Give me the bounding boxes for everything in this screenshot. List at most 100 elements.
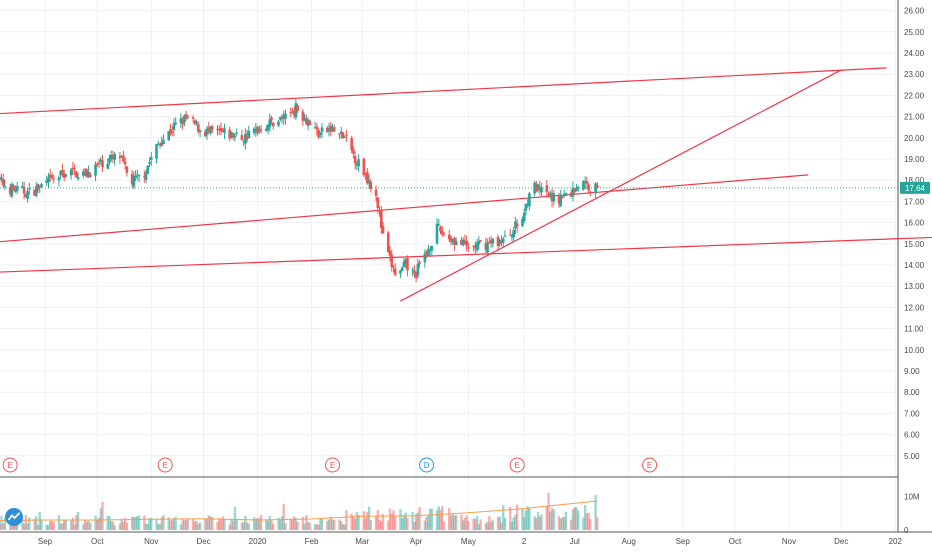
- volume-bar: [162, 515, 165, 530]
- earnings-marker[interactable]: E: [642, 457, 658, 473]
- time-axis[interactable]: AugSepOctNovDec2020FebMarAprMay2JulAugSe…: [0, 537, 903, 546]
- candle: [355, 160, 359, 170]
- tradingview-logo[interactable]: [5, 508, 23, 526]
- volume-bar: [83, 519, 87, 530]
- candle-body: [327, 128, 331, 131]
- candle: [477, 236, 481, 250]
- volume-bar: [38, 511, 41, 530]
- volume-bar: [411, 511, 414, 530]
- price-axis[interactable]: 26.00 25.00 24.00 23.00 22.00 21.00 20.00 19.00…: [904, 7, 925, 461]
- candle-body: [136, 174, 139, 176]
- candle-body: [167, 131, 171, 140]
- candle-body: [108, 158, 111, 163]
- earnings-marker[interactable]: E: [509, 457, 525, 473]
- volume-bar: [376, 510, 379, 530]
- candle: [108, 154, 111, 166]
- candle-body: [219, 127, 223, 131]
- candle-body: [552, 193, 556, 202]
- candle: [71, 161, 75, 175]
- candle: [258, 125, 261, 135]
- candle: [203, 128, 207, 138]
- trend-line[interactable]: [0, 67, 887, 116]
- candle-body: [160, 142, 164, 147]
- price-tick-label: 16.00: [904, 219, 925, 228]
- volume-bar: [549, 511, 552, 530]
- candle: [278, 116, 282, 122]
- candle-body: [282, 115, 286, 120]
- candle: [388, 246, 392, 262]
- volume-bar: [8, 520, 12, 530]
- event-marker-label: E: [163, 461, 168, 470]
- trend-line[interactable]: [0, 236, 932, 273]
- candle: [61, 163, 64, 178]
- candle: [301, 108, 305, 126]
- trend-line[interactable]: [0, 174, 809, 245]
- candle-body: [146, 165, 150, 174]
- earnings-marker[interactable]: E: [324, 457, 340, 473]
- volume-bar: [150, 517, 153, 530]
- candle-body: [57, 177, 61, 181]
- volume-bar: [378, 519, 381, 530]
- candle: [219, 122, 223, 136]
- candle-body: [475, 242, 479, 251]
- candle-body: [216, 128, 219, 130]
- candle: [369, 178, 373, 193]
- candle-body: [21, 186, 24, 188]
- volume-bar: [533, 516, 536, 530]
- volume-bar: [305, 515, 308, 530]
- earnings-marker[interactable]: E: [2, 457, 18, 473]
- candle-body: [318, 132, 322, 135]
- price-tick-label: 21.00: [904, 113, 925, 122]
- dividend-marker[interactable]: D: [419, 457, 435, 473]
- candle: [252, 126, 256, 136]
- candle-body: [404, 259, 407, 265]
- candle-body: [390, 254, 394, 267]
- candle: [413, 264, 416, 279]
- last-price-value: 17.64: [905, 184, 926, 193]
- event-marker-label: E: [515, 461, 520, 470]
- price-tick-label: 7.00: [904, 409, 920, 418]
- candle-body: [291, 111, 294, 114]
- volume-bar: [195, 521, 198, 530]
- candle-body: [233, 135, 237, 138]
- volume-bar: [308, 522, 312, 530]
- volume-bar: [315, 524, 319, 530]
- trend-line[interactable]: [400, 69, 842, 302]
- volume-bar: [118, 523, 122, 530]
- candle: [374, 185, 378, 202]
- candle-body: [585, 180, 589, 184]
- candle-body: [425, 251, 428, 254]
- candle-body: [477, 241, 481, 245]
- candle: [191, 115, 195, 123]
- candle-body: [73, 168, 76, 170]
- volume-bar: [52, 521, 55, 530]
- candle: [332, 124, 336, 133]
- candle: [292, 106, 296, 119]
- candle-body: [195, 121, 198, 124]
- volume-bar: [496, 517, 500, 530]
- volume-axis: 10M 0: [904, 493, 920, 535]
- volume-bar: [413, 521, 416, 530]
- candle: [156, 140, 160, 146]
- candle: [158, 142, 162, 149]
- volume-bar: [488, 515, 491, 530]
- volume-bar: [484, 523, 488, 530]
- candle: [207, 121, 211, 135]
- trend-lines[interactable]: [0, 67, 932, 302]
- candle: [392, 265, 395, 273]
- candle-body: [427, 249, 430, 257]
- event-marker-circle: [157, 457, 173, 473]
- time-tick-label: 2: [522, 537, 527, 546]
- grid: [0, 0, 898, 532]
- earnings-marker[interactable]: E: [157, 457, 173, 473]
- candle: [106, 158, 110, 170]
- candle: [547, 191, 550, 198]
- candle: [146, 165, 150, 175]
- price-tick-label: 8.00: [904, 388, 920, 397]
- candle: [454, 237, 458, 246]
- time-tick-label: Aug: [622, 537, 636, 546]
- volume-bar: [207, 515, 210, 530]
